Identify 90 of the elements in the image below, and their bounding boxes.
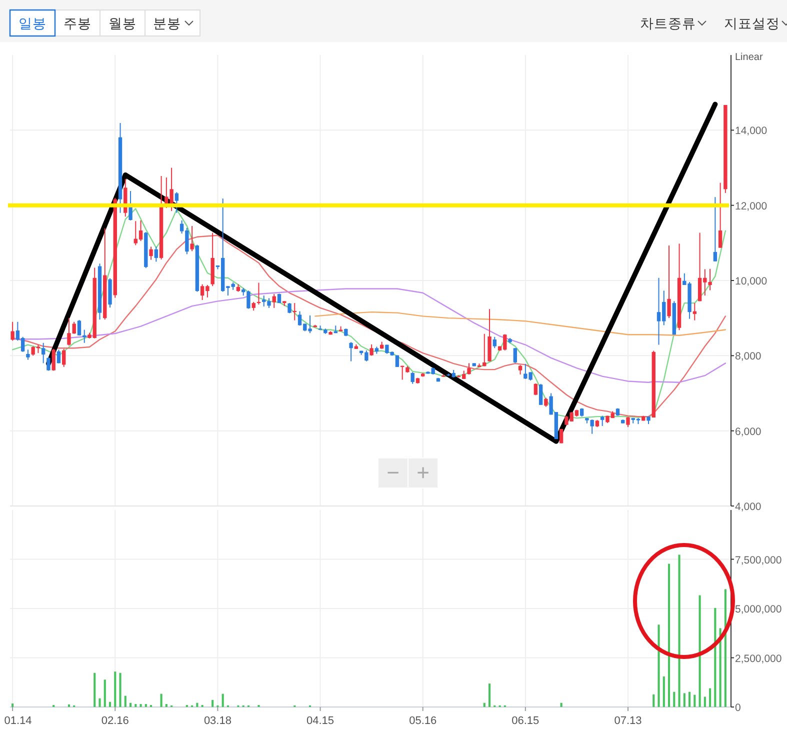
y-tick-label: 10,000 [735,276,768,288]
bar [124,696,126,707]
bar [678,554,680,707]
annotation: + [416,460,430,485]
bar [12,703,14,707]
candlestick [46,356,50,372]
bar [709,688,712,707]
bar [94,672,96,707]
x-tick-label: 03.18 [204,715,232,727]
candlestick [544,397,548,408]
text: 분봉 [153,16,181,31]
y-tick-label: 5,000,000 [735,604,782,616]
candlestick [174,192,179,214]
candlestick [77,319,82,336]
x-tick-label: 02.16 [101,715,129,727]
candlestick [349,342,353,362]
candlestick [667,245,671,319]
y-tick-label: 14,000 [735,125,768,138]
text: 주봉 [64,16,92,31]
bar [662,676,665,707]
bar [652,694,655,707]
y-tick-label: 7,500,000 [735,554,782,566]
candlestick [52,348,56,372]
y-tick-label: 12,000 [735,200,768,212]
candlestick [692,302,697,321]
bar [165,704,168,707]
x-tick-label: 07.13 [614,715,642,727]
bar [698,595,701,707]
bar [212,700,214,707]
bar [129,702,132,707]
candlestick [149,246,153,260]
text: 월봉 [108,16,136,31]
bar [134,704,137,707]
bar [724,589,726,707]
bar [483,702,486,707]
candlestick [154,246,158,262]
candlestick [518,364,522,375]
bar [108,702,112,707]
bar [114,672,116,707]
candlestick [41,342,46,364]
text: Linear [735,52,764,63]
candlestick [410,372,414,384]
bar [694,694,696,707]
annotation: − [386,460,400,485]
bar [104,680,106,707]
candlestick [10,321,14,342]
bar [140,704,142,707]
bar [668,564,670,707]
x-tick-label: 06.15 [512,715,540,727]
bar [98,698,101,707]
bar [704,696,706,707]
bar [658,624,660,707]
bar [196,702,198,707]
bar [688,692,691,707]
y-tick-label: 2,500,000 [735,652,782,665]
text: 일봉 [18,16,46,31]
bar [160,694,162,707]
text: 지표설정 [724,16,780,31]
bar [714,608,716,707]
bar [488,684,491,707]
bar [560,702,562,707]
candlestick [82,329,86,344]
bar [222,694,224,707]
candlestick [626,416,630,428]
x-tick-label: 05.16 [409,715,437,727]
bar [673,692,676,707]
candlestick [492,336,496,349]
bar [119,672,122,707]
bar [144,704,147,707]
candlestick [56,349,61,364]
candlestick [272,294,276,308]
candlestick [62,348,66,368]
bar [68,704,70,707]
y-tick-label: 0 [735,702,741,714]
text: 차트종류 [640,16,696,31]
x-tick-label: 04.15 [306,715,334,727]
candlestick [718,182,722,248]
candlestick [600,415,604,426]
candlestick [26,349,30,360]
candlestick [713,196,718,262]
y-tick-label: 6,000 [735,426,762,438]
y-tick-label: 4,000 [735,501,762,513]
y-tick-label: 8,000 [735,350,762,363]
candlestick [538,383,543,406]
bar [683,693,686,707]
candlestick [513,348,518,364]
candlestick [190,226,194,252]
bar [719,628,722,707]
candlestick [467,362,471,375]
x-tick-label: 01.14 [4,715,32,727]
